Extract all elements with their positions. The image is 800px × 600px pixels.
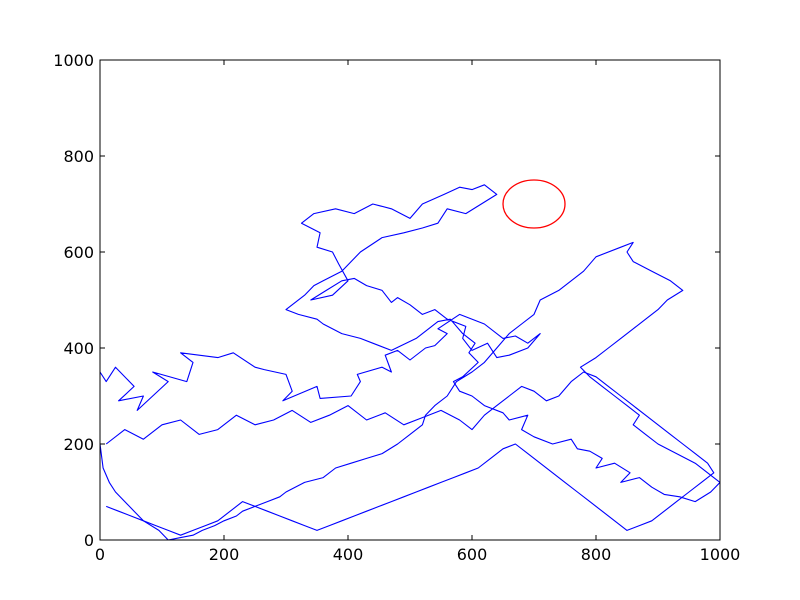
x-tick-label: 1000: [700, 545, 741, 564]
series-1-line: [105, 371, 715, 536]
y-tick-label: 600: [63, 243, 94, 262]
x-tick-label: 800: [581, 545, 612, 564]
y-tick-label: 1000: [53, 51, 94, 70]
x-axis: 0 200 400 600 800 1000: [95, 60, 740, 564]
y-tick-label: 200: [63, 435, 94, 454]
x-tick-label: 600: [457, 545, 488, 564]
x-tick-label: 200: [209, 545, 240, 564]
series-2-circle: [502, 179, 566, 229]
x-tick-label: 0: [95, 545, 105, 564]
axes-frame: [99, 59, 721, 541]
y-tick-label: 400: [63, 339, 94, 358]
y-axis: 0 200 400 600 800 1000: [53, 51, 720, 550]
y-tick-label: 0: [84, 531, 94, 550]
series-0-line: [100, 184, 720, 540]
x-tick-label: 400: [333, 545, 364, 564]
plot-area: [100, 179, 720, 540]
y-tick-label: 800: [63, 147, 94, 166]
